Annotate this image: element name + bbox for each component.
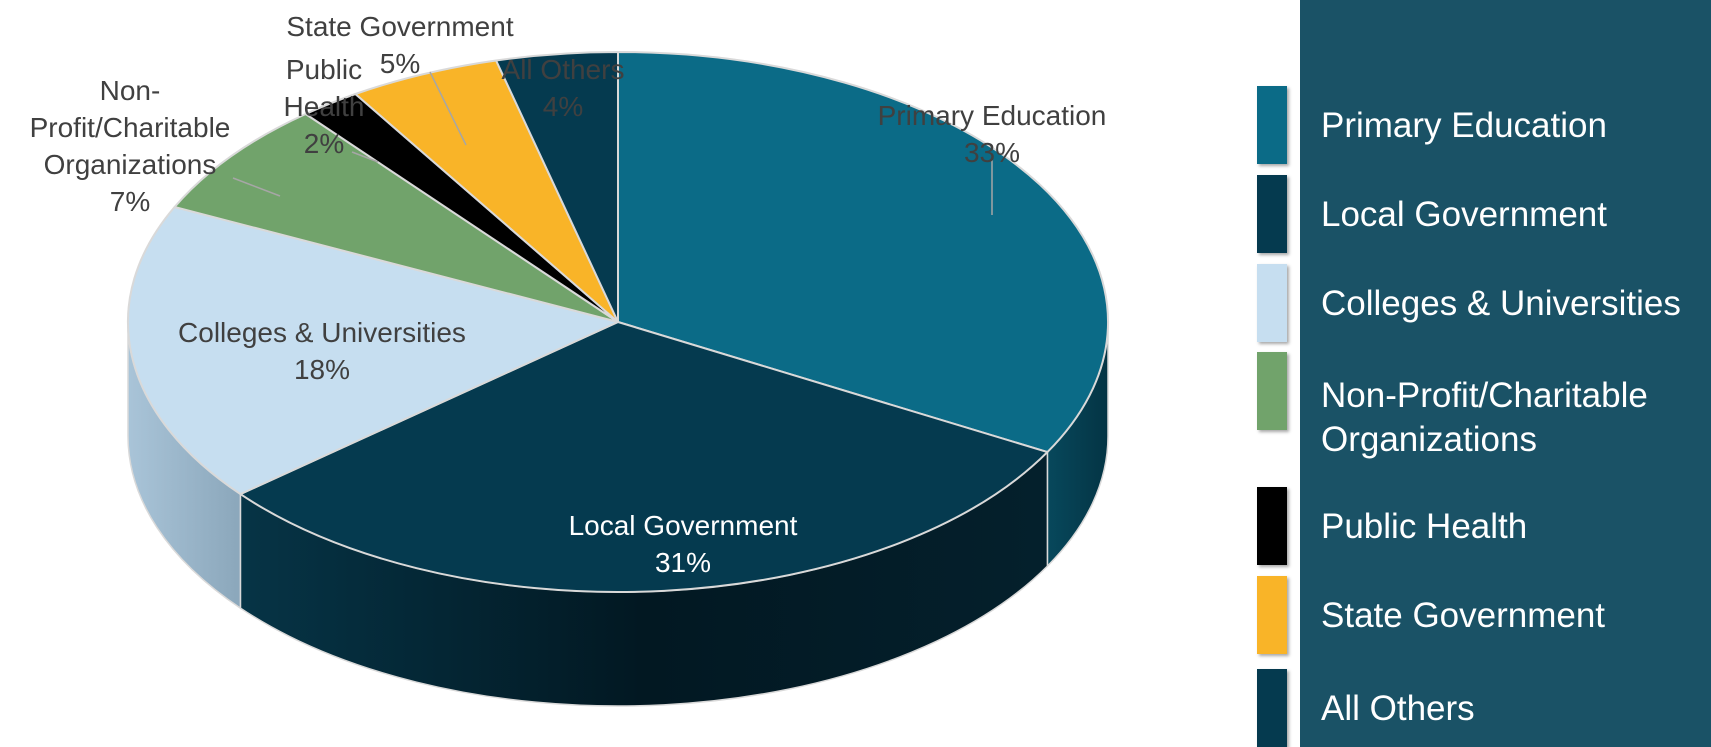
data-label-name: Organizations (44, 149, 217, 180)
data-label-all-others: All Others 4% (502, 54, 625, 122)
legend-panel (1300, 0, 1711, 747)
data-label-name: Non- (100, 75, 161, 106)
pie-slice-colleges-universities (126, 206, 619, 496)
data-label-name: All Others (502, 54, 625, 85)
data-label-value: 5% (380, 48, 420, 79)
legend-swatch (1257, 669, 1287, 747)
pie-slice-state-government (354, 59, 619, 323)
data-label-name: Public (286, 54, 362, 85)
legend-label: Non-Profit/Charitable Organizations (1321, 376, 1648, 459)
legend-label: Public Health (1321, 507, 1528, 546)
legend-label: Colleges & Universities (1321, 284, 1681, 323)
data-label-name: Local Government (569, 510, 798, 541)
leader-lines (232, 71, 993, 215)
leader-line-state-government (429, 71, 467, 146)
data-label-name: State Government (286, 11, 513, 42)
legend-label: All Others (1321, 689, 1475, 728)
data-label-primary-education: Primary Education 33% (878, 100, 1107, 168)
data-label-value: 2% (304, 128, 344, 159)
data-label-value: 33% (964, 137, 1020, 168)
data-label-name: Health (284, 91, 365, 122)
legend-label: State Government (1321, 596, 1606, 635)
data-label-value: 18% (294, 354, 350, 385)
data-label-value: 31% (655, 547, 711, 578)
legend-label: Primary Education (1321, 106, 1607, 145)
data-label-non-profit-charitable-organizations: Non- Profit/Charitable Organizations 7% (30, 75, 231, 217)
legend-swatch (1257, 264, 1287, 342)
legend-swatch (1257, 487, 1287, 565)
legend-swatch (1257, 86, 1287, 164)
pie-top-faces (126, 51, 1109, 593)
legend-swatch (1257, 576, 1287, 654)
data-label-local-government: Local Government 31% (569, 510, 798, 578)
data-label-name: Colleges & Universities (178, 317, 466, 348)
data-label-name: Primary Education (878, 100, 1107, 131)
legend-label: Local Government (1321, 195, 1607, 234)
data-label-colleges-universities: Colleges & Universities 18% (178, 317, 466, 385)
pie-slice-non-profit-charitable-organizations (173, 113, 619, 323)
data-label-value: 4% (543, 91, 583, 122)
data-label-name: Profit/Charitable (30, 112, 231, 143)
pie-slice-primary-education (617, 51, 1109, 454)
data-label-public-health: Public Health 2% (284, 54, 365, 159)
leader-line-public-health (351, 151, 379, 163)
pie-slice-local-government (239, 321, 1049, 593)
data-label-state-government: State Government 5% (286, 11, 513, 79)
data-labels: Primary Education 33% Local Government 31% C… (30, 11, 1107, 578)
data-label-value: 7% (110, 186, 150, 217)
legend-swatch (1257, 352, 1287, 430)
legend-swatch (1257, 175, 1287, 253)
pie-slice-all-others (495, 51, 619, 323)
leader-line-non-profit-charitable-organizations (232, 177, 281, 197)
